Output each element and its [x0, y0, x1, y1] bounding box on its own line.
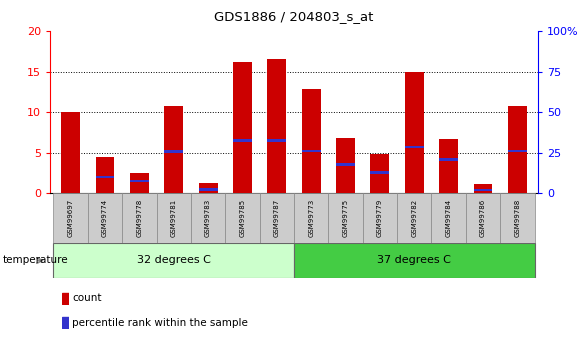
Bar [233, 139, 252, 142]
Bar [268, 59, 286, 193]
Text: GSM99773: GSM99773 [308, 199, 314, 237]
Text: GSM99788: GSM99788 [514, 199, 520, 237]
Text: 37 degrees C: 37 degrees C [377, 256, 451, 265]
Text: GSM99782: GSM99782 [411, 199, 417, 237]
Bar [302, 150, 320, 152]
Bar [508, 106, 527, 193]
Bar [473, 188, 493, 191]
Bar [199, 188, 218, 190]
Bar [62, 317, 69, 328]
Text: GSM99779: GSM99779 [377, 199, 383, 237]
Bar [62, 293, 69, 304]
Bar [370, 154, 389, 193]
Text: GSM99784: GSM99784 [446, 199, 452, 237]
Bar [336, 138, 355, 193]
Text: percentile rank within the sample: percentile rank within the sample [72, 318, 248, 327]
Text: GSM99778: GSM99778 [136, 199, 142, 237]
Bar [233, 62, 252, 193]
Bar [156, 193, 191, 243]
Text: temperature: temperature [3, 256, 69, 265]
Bar [500, 193, 534, 243]
Bar [268, 139, 286, 142]
Bar [370, 171, 389, 174]
Bar [260, 193, 294, 243]
Bar [405, 71, 424, 193]
Text: count: count [72, 294, 102, 303]
Bar [302, 89, 320, 193]
Bar [294, 243, 534, 278]
Bar [54, 193, 88, 243]
Bar [466, 193, 500, 243]
Bar [336, 164, 355, 166]
Bar [432, 193, 466, 243]
Bar [54, 243, 294, 278]
Bar [130, 173, 149, 193]
Text: GDS1886 / 204803_s_at: GDS1886 / 204803_s_at [214, 10, 374, 23]
Bar [122, 193, 156, 243]
Bar [164, 150, 183, 153]
Bar [225, 193, 260, 243]
Text: GSM99787: GSM99787 [274, 199, 280, 237]
Text: 32 degrees C: 32 degrees C [137, 256, 211, 265]
Bar [439, 158, 458, 160]
Text: GSM99781: GSM99781 [171, 199, 177, 237]
Bar [88, 193, 122, 243]
Bar [95, 157, 115, 193]
Bar [61, 112, 80, 193]
Bar [130, 180, 149, 183]
Bar [508, 150, 527, 152]
Text: GSM99786: GSM99786 [480, 199, 486, 237]
Bar [199, 184, 218, 193]
Bar [397, 193, 432, 243]
Text: GSM99774: GSM99774 [102, 199, 108, 237]
Bar [191, 193, 225, 243]
Bar [439, 139, 458, 193]
Bar [405, 146, 424, 148]
Bar [164, 106, 183, 193]
Text: GSM99783: GSM99783 [205, 199, 211, 237]
Text: GSM99775: GSM99775 [343, 199, 349, 237]
Text: GSM99697: GSM99697 [68, 199, 74, 237]
Text: GSM99785: GSM99785 [239, 199, 245, 237]
Bar [363, 193, 397, 243]
Bar [473, 184, 493, 193]
Bar [328, 193, 363, 243]
Bar [95, 176, 115, 178]
Bar [294, 193, 328, 243]
